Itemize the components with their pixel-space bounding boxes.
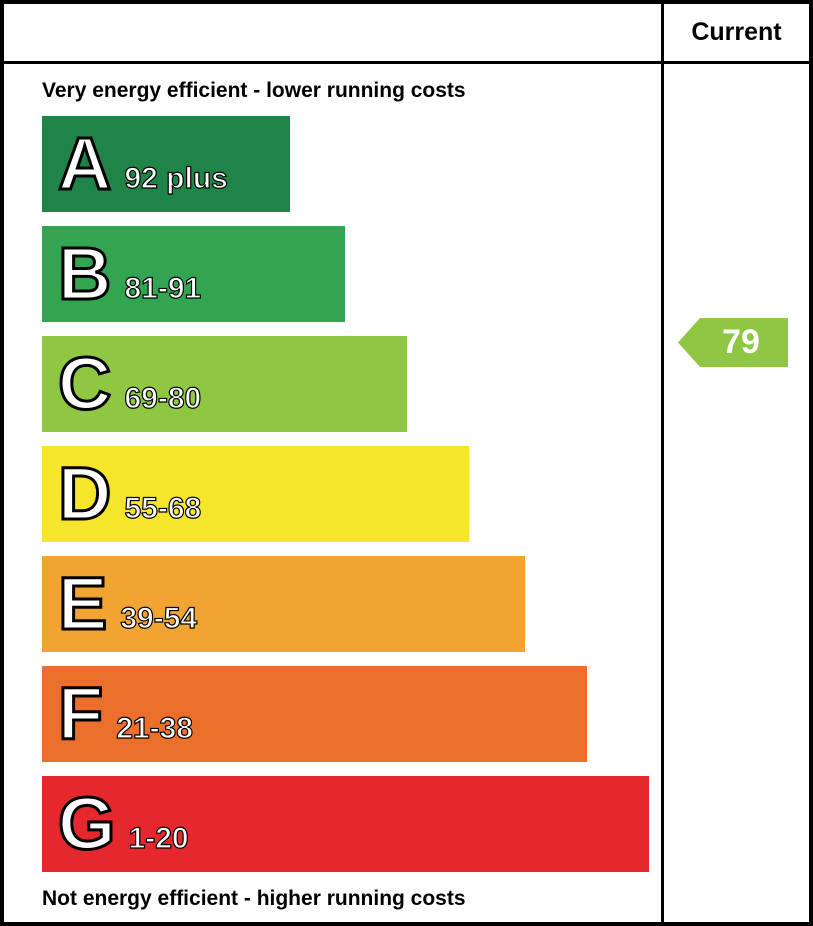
band-bar-d: D 55-68: [42, 446, 470, 542]
band-letter-e: E: [56, 561, 109, 647]
band-range-e: 39-54: [120, 601, 198, 635]
band-bar-f: F 21-38: [42, 666, 587, 762]
rating-bands-area: Very energy efficient - lower running co…: [4, 64, 661, 922]
current-column-header: Current: [661, 4, 809, 61]
current-rating-value: 79: [722, 323, 760, 361]
current-column-header-label: Current: [691, 18, 782, 46]
band-letter-c: C: [56, 341, 113, 427]
band-range-d: 55-68: [124, 491, 202, 525]
band-letter-b: B: [56, 231, 113, 317]
current-rating-arrow: 79: [678, 318, 788, 367]
band-range-c: 69-80: [124, 381, 202, 415]
band-bar-c: C 69-80: [42, 336, 408, 432]
band-bar-b: B 81-91: [42, 226, 346, 322]
band-letter-d: D: [56, 451, 113, 537]
band-row-e: E 39-54: [42, 556, 661, 652]
band-row-c: C 69-80: [42, 336, 661, 432]
band-row-g: G 1-20: [42, 776, 661, 872]
band-range-b: 81-91: [124, 271, 202, 305]
bottom-caption: Not energy efficient - higher running co…: [42, 887, 466, 910]
band-bar-e: E 39-54: [42, 556, 525, 652]
band-bar-g: G 1-20: [42, 776, 649, 872]
band-bar-a: A 92 plus: [42, 116, 290, 212]
header-spacer: [4, 4, 661, 61]
band-range-a: 92 plus: [124, 161, 229, 195]
chart-body: Very energy efficient - lower running co…: [4, 64, 809, 922]
band-row-f: F 21-38: [42, 666, 661, 762]
top-caption: Very energy efficient - lower running co…: [42, 79, 466, 102]
band-letter-a: A: [56, 121, 113, 207]
current-rating-column: 79: [661, 64, 809, 922]
band-row-a: A 92 plus: [42, 116, 661, 212]
rating-bands: A 92 plus B 81-91 C 69-80: [42, 116, 661, 872]
band-row-d: D 55-68: [42, 446, 661, 542]
chart-header-row: Current: [4, 4, 809, 64]
band-letter-g: G: [57, 781, 118, 867]
band-range-f: 21-38: [116, 711, 194, 745]
band-row-b: B 81-91: [42, 226, 661, 322]
band-range-g: 1-20: [128, 821, 189, 855]
band-letter-f: F: [56, 671, 105, 757]
